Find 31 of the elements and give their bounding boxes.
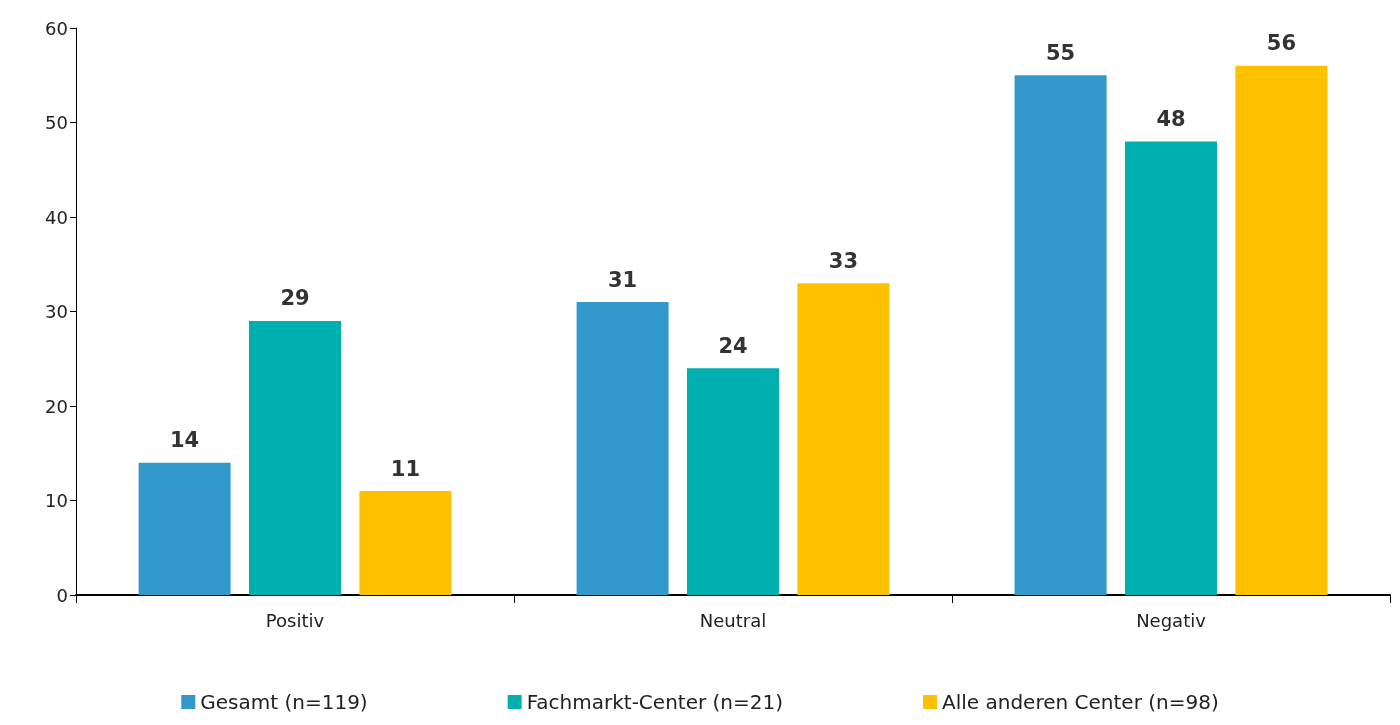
data-label: 33 <box>828 248 859 273</box>
data-label: 24 <box>718 333 748 358</box>
data-label: 14 <box>169 428 200 453</box>
bar <box>1125 141 1217 595</box>
bar <box>1235 65 1328 595</box>
data-label: 48 <box>1156 106 1186 131</box>
bar <box>797 283 890 595</box>
data-label: 31 <box>607 267 638 292</box>
y-tick-label: 30 <box>45 301 68 322</box>
data-label: 29 <box>280 286 310 311</box>
y-tick-label: 20 <box>45 395 68 417</box>
x-tick-label: Neutral <box>699 609 767 631</box>
y-tick-label: 0 <box>56 584 68 606</box>
legend-label: Alle anderen Center (n=98) <box>942 690 1219 714</box>
legend-label: Fachmarkt-Center (n=21) <box>526 690 784 714</box>
y-tick-label: 60 <box>45 17 68 39</box>
bar <box>576 302 669 595</box>
x-tick-label: Negativ <box>1136 609 1207 631</box>
bar <box>359 491 452 595</box>
bar <box>249 320 341 595</box>
data-label: 56 <box>1266 31 1297 56</box>
legend-label: Gesamt (n=119) <box>200 690 368 714</box>
y-tick-label: 40 <box>45 206 68 228</box>
bar <box>1014 75 1107 595</box>
bar <box>138 462 231 595</box>
data-label: 55 <box>1045 40 1076 65</box>
data-label: 11 <box>390 456 421 481</box>
y-tick-label: 50 <box>45 112 68 133</box>
y-tick-label: 10 <box>45 490 68 511</box>
x-tick-label: Positiv <box>265 609 325 631</box>
bar <box>687 368 779 595</box>
